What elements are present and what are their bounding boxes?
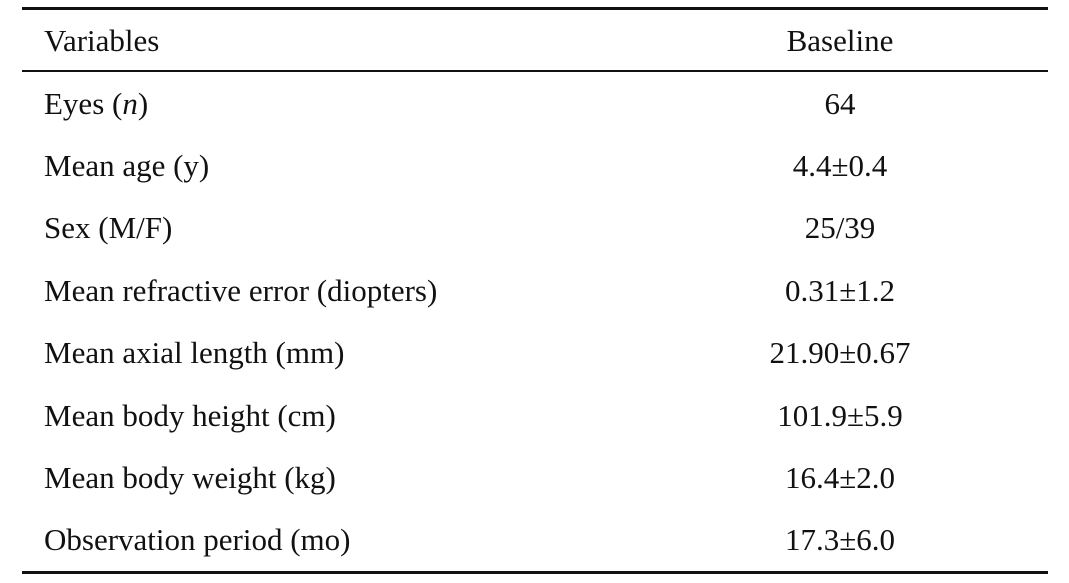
header-row: Variables Baseline <box>22 8 1048 71</box>
row-label: Mean body weight (kg) <box>44 460 336 496</box>
row-label: Observation period (mo) <box>44 522 351 558</box>
header-baseline: Baseline <box>786 22 894 58</box>
baseline-characteristics-table: Variables Baseline Eyes (n) 64 Mean age … <box>22 7 1048 574</box>
table-row-eyes: Eyes (n) 64 <box>22 71 1048 134</box>
table-row-body-height: Mean body height (cm) 101.9±5.9 <box>22 384 1048 446</box>
row-label: Eyes (n) <box>22 71 684 134</box>
row-value: 4.4±0.4 <box>792 148 888 184</box>
row-value: 17.3±6.0 <box>784 522 895 558</box>
row-label: Mean body height (cm) <box>44 397 336 433</box>
table-row-body-weight: Mean body weight (kg) 16.4±2.0 <box>22 446 1048 508</box>
table-row-observation-period: Observation period (mo) 17.3±6.0 <box>22 509 1048 573</box>
table-body: Eyes (n) 64 Mean age (y) 4.4±0.4 Sex (M/… <box>22 71 1048 573</box>
row-value: 0.31±1.2 <box>784 272 895 308</box>
row-label-prefix: Eyes ( <box>44 85 123 121</box>
row-value: 101.9±5.9 <box>777 397 903 433</box>
baseline-characteristics-table-container: Variables Baseline Eyes (n) 64 Mean age … <box>22 7 1048 574</box>
row-label: Mean age (y) <box>44 148 210 184</box>
table-row-axial-length: Mean axial length (mm) 21.90±0.67 <box>22 322 1048 384</box>
row-label: Mean axial length (mm) <box>44 335 345 371</box>
table-row-refractive-error: Mean refractive error (diopters) 0.31±1.… <box>22 259 1048 321</box>
row-label-suffix: ) <box>137 85 149 121</box>
row-label: Mean refractive error (diopters) <box>44 272 438 308</box>
row-label: Sex (M/F) <box>44 210 173 246</box>
table-row-sex: Sex (M/F) 25/39 <box>22 197 1048 259</box>
table-row-mean-age: Mean age (y) 4.4±0.4 <box>22 134 1048 196</box>
row-label-italic: n <box>122 85 138 121</box>
header-variables: Variables <box>44 22 160 58</box>
row-value: 16.4±2.0 <box>784 460 895 496</box>
row-value: 21.90±0.67 <box>769 335 911 371</box>
table-header: Variables Baseline <box>22 8 1048 71</box>
row-value: 25/39 <box>804 210 876 246</box>
row-value: 64 <box>824 85 856 121</box>
